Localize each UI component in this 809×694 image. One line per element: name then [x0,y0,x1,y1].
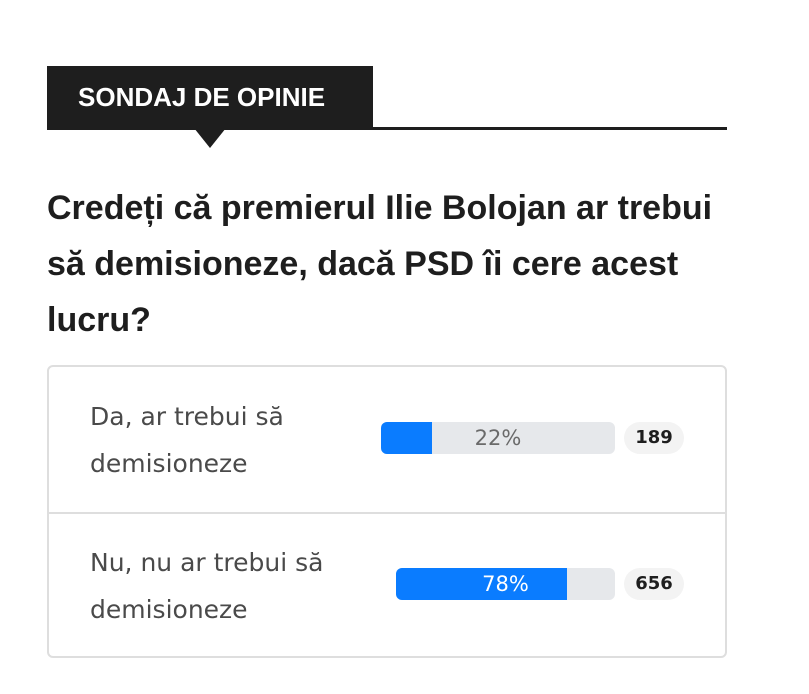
percent-label: 22% [474,426,522,450]
poll-option[interactable]: Nu, nu ar trebui să demisioneze 78% 656 [49,513,725,658]
header-rule [47,127,727,130]
poll-option[interactable]: Da, ar trebui să demisioneze 22% 189 [49,367,725,514]
progress-fill [396,568,567,600]
option-label: Da, ar trebui să demisioneze [90,402,284,478]
section-header: SONDAJ DE OPINIE [47,66,373,128]
progress-track: 22% [381,422,615,454]
header-pointer [194,128,226,148]
poll-question: Credeți că premierul Ilie Bolojan ar tre… [47,189,713,339]
vote-count: 656 [624,568,684,600]
progress-track: 78% [396,568,615,600]
poll-options: Da, ar trebui să demisioneze 22% 189 Nu, nu… [47,365,727,658]
option-label: Nu, nu ar trebui să demisioneze [90,548,324,624]
percent-label: 78% [482,572,529,596]
progress-fill [381,422,433,454]
vote-count: 189 [624,422,684,454]
